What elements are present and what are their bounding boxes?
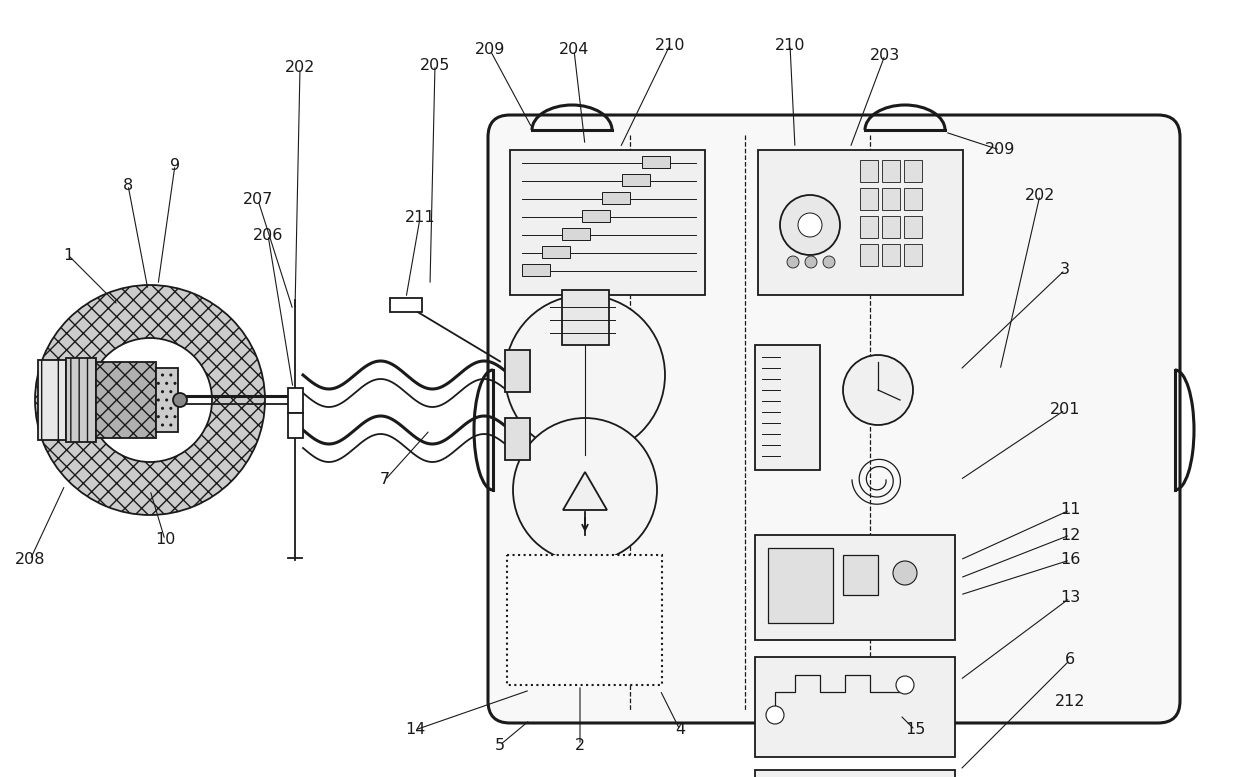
- Text: 209: 209: [475, 43, 506, 57]
- Text: 210: 210: [774, 37, 805, 53]
- Bar: [860, 188, 878, 210]
- Bar: [563, 290, 610, 345]
- Text: 12: 12: [1059, 528, 1080, 542]
- Text: 8: 8: [123, 177, 133, 193]
- Circle shape: [90, 340, 209, 460]
- Text: 15: 15: [904, 723, 926, 737]
- Text: 211: 211: [405, 211, 435, 225]
- Bar: [390, 298, 422, 312]
- Bar: [506, 350, 530, 392]
- Text: 209: 209: [985, 142, 1015, 158]
- Bar: [758, 150, 963, 295]
- Circle shape: [506, 295, 665, 455]
- Bar: [287, 388, 304, 413]
- Bar: [843, 555, 878, 595]
- Circle shape: [173, 393, 187, 407]
- Bar: [506, 418, 530, 460]
- Bar: [755, 657, 955, 757]
- Text: 14: 14: [405, 723, 425, 737]
- Bar: [522, 264, 550, 276]
- Text: 11: 11: [1059, 503, 1080, 517]
- Circle shape: [781, 195, 840, 255]
- Bar: [507, 555, 662, 685]
- Bar: [860, 216, 878, 238]
- Text: 208: 208: [15, 552, 46, 567]
- Bar: [904, 244, 922, 266]
- Text: 210: 210: [654, 37, 685, 53]
- Text: 16: 16: [1059, 552, 1080, 567]
- Bar: [882, 244, 900, 266]
- Text: 4: 4: [675, 723, 685, 737]
- Circle shape: [893, 561, 917, 585]
- Bar: [622, 174, 650, 186]
- Bar: [602, 192, 629, 204]
- Text: 203: 203: [870, 47, 900, 62]
- Text: 204: 204: [559, 43, 590, 57]
- Text: 13: 13: [1059, 591, 1080, 605]
- Text: 7: 7: [380, 472, 390, 487]
- Bar: [882, 216, 900, 238]
- Text: 3: 3: [1061, 263, 1070, 277]
- Text: 202: 202: [285, 61, 315, 75]
- Circle shape: [766, 706, 784, 724]
- Text: 10: 10: [155, 532, 175, 548]
- Bar: [287, 413, 304, 438]
- Bar: [882, 160, 900, 182]
- Text: 5: 5: [494, 737, 506, 752]
- Bar: [768, 548, 833, 623]
- Circle shape: [798, 213, 821, 237]
- Text: 212: 212: [1054, 695, 1085, 709]
- Bar: [156, 368, 178, 432]
- Bar: [95, 362, 156, 438]
- Text: 6: 6: [1066, 653, 1075, 667]
- Bar: [904, 160, 922, 182]
- Bar: [860, 160, 878, 182]
- Bar: [563, 228, 590, 240]
- Polygon shape: [563, 472, 607, 510]
- Bar: [755, 770, 955, 777]
- Circle shape: [805, 256, 817, 268]
- Bar: [755, 345, 820, 470]
- Circle shape: [823, 256, 835, 268]
- Bar: [582, 210, 610, 222]
- Circle shape: [843, 355, 913, 425]
- Circle shape: [787, 256, 799, 268]
- Text: 201: 201: [1049, 402, 1080, 417]
- FancyBboxPatch shape: [488, 115, 1180, 723]
- Bar: [860, 244, 878, 266]
- Text: 202: 202: [1025, 187, 1056, 203]
- Circle shape: [896, 676, 914, 694]
- Wedge shape: [35, 285, 265, 515]
- Text: 207: 207: [243, 193, 273, 207]
- Bar: [66, 358, 95, 442]
- Bar: [38, 360, 66, 440]
- Bar: [510, 150, 705, 295]
- Text: 9: 9: [170, 158, 180, 172]
- Bar: [904, 216, 922, 238]
- Bar: [755, 535, 955, 640]
- Bar: [642, 156, 670, 168]
- Text: 2: 2: [575, 737, 585, 752]
- Circle shape: [513, 418, 657, 562]
- Bar: [541, 246, 570, 258]
- Bar: [882, 188, 900, 210]
- Text: 205: 205: [420, 57, 450, 72]
- Text: 1: 1: [63, 248, 73, 263]
- Bar: [904, 188, 922, 210]
- Text: 206: 206: [253, 228, 284, 242]
